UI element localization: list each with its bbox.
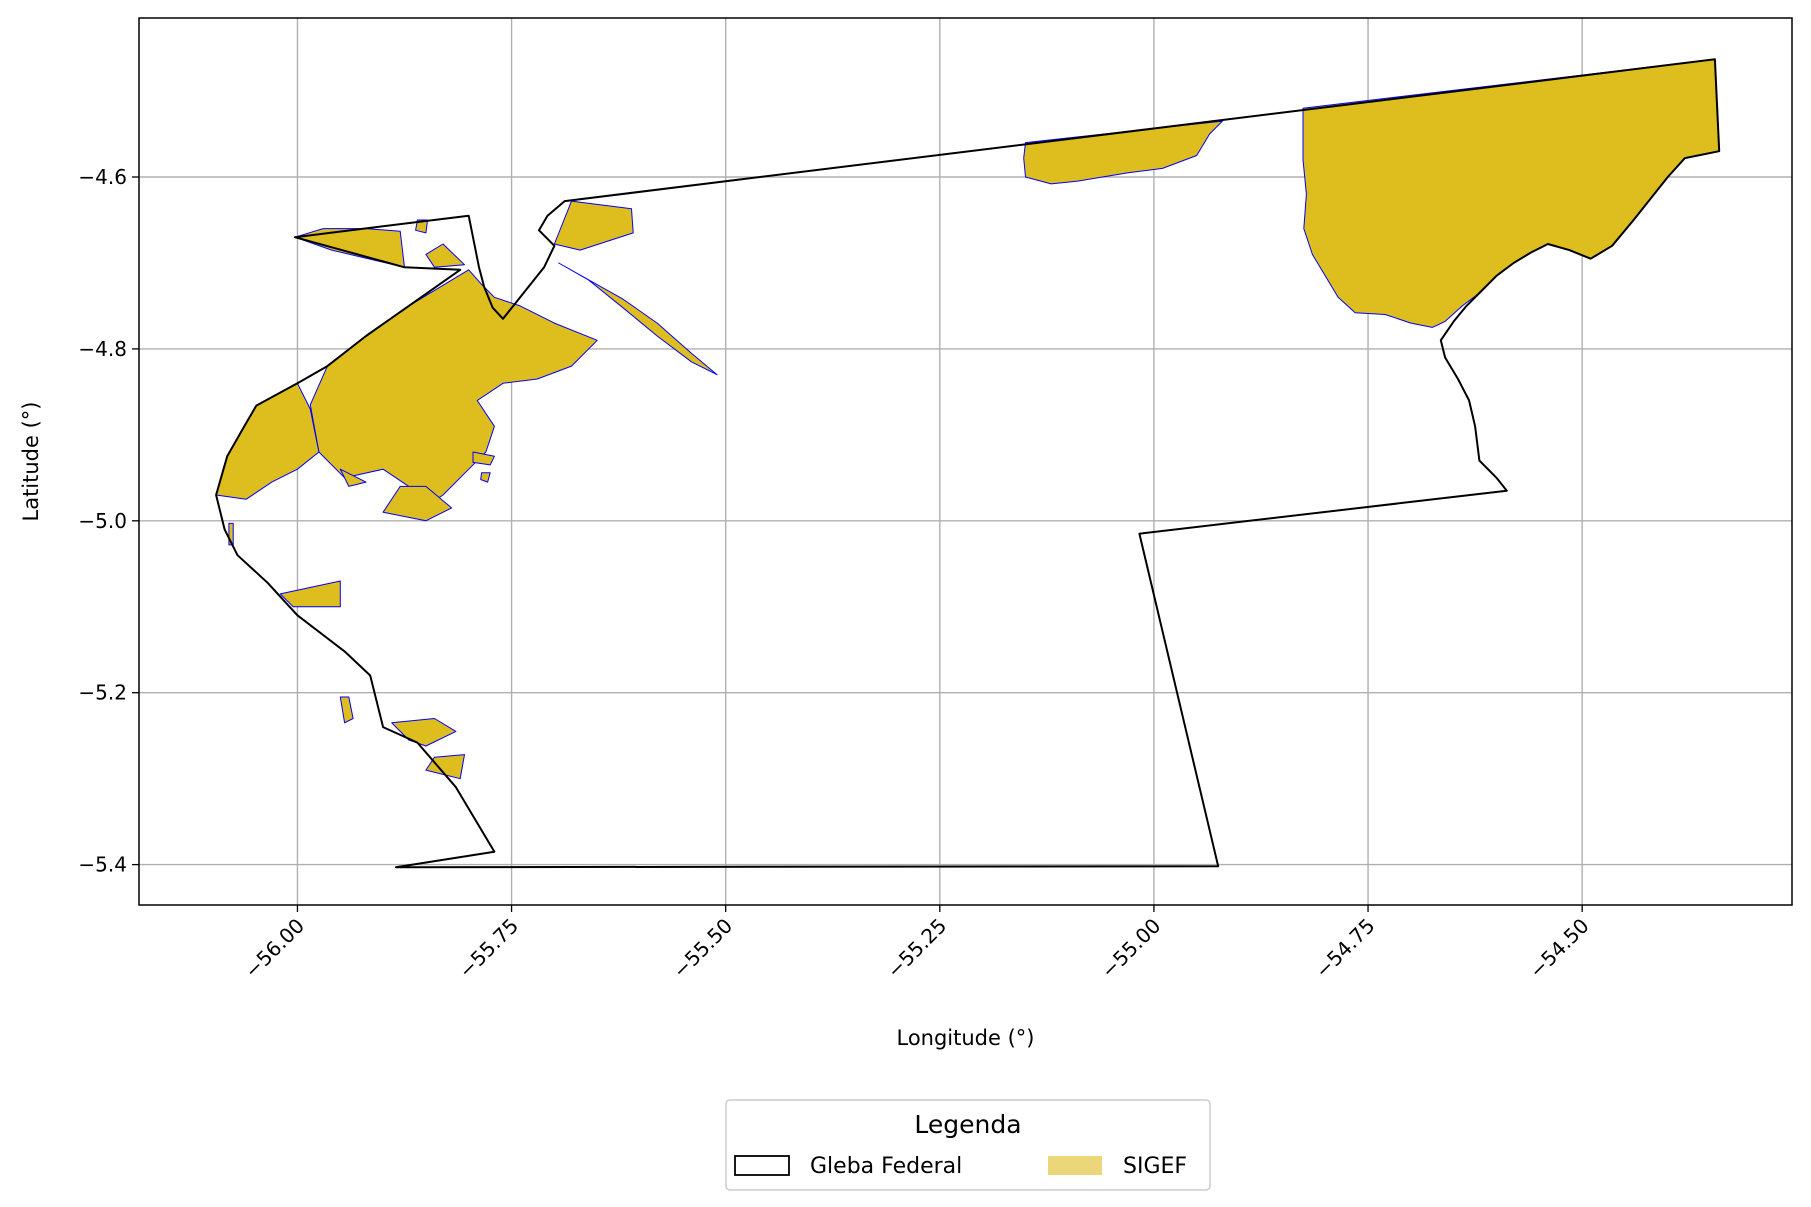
y-tick-label-1: −4.8 bbox=[78, 337, 127, 361]
sigef-parcel-8 bbox=[279, 580, 341, 608]
legend-label-gleba-federal: Gleba Federal bbox=[810, 1154, 962, 1179]
y-axis-label: Latitude (°) bbox=[19, 402, 43, 522]
sigef-parcel-12 bbox=[294, 228, 405, 268]
sigef-parcel-13 bbox=[415, 219, 429, 234]
legend: Legenda Gleba Federal SIGEF bbox=[725, 1099, 1211, 1191]
y-axis: −4.6 −4.8 −5.0 −5.2 −5.4 bbox=[78, 165, 139, 877]
layer-sigef bbox=[215, 58, 1720, 780]
legend-swatch-sigef bbox=[1048, 1156, 1102, 1175]
legend-label-sigef: SIGEF bbox=[1123, 1154, 1187, 1179]
layer-gleba-federal bbox=[215, 58, 1721, 869]
y-tick-label-3: −5.2 bbox=[78, 681, 127, 705]
sigef-parcel-9 bbox=[339, 696, 354, 724]
sigef-parcel-11 bbox=[425, 754, 465, 780]
legend-swatch-gleba-federal bbox=[734, 1155, 790, 1176]
plot-frame bbox=[138, 17, 1793, 906]
legend-title: Legenda bbox=[914, 1110, 1021, 1139]
sigef-parcel-15 bbox=[472, 451, 495, 466]
gleba-federal-boundary-0 bbox=[215, 58, 1721, 869]
sigef-parcel-14 bbox=[425, 243, 465, 268]
x-axis-label: Longitude (°) bbox=[896, 1026, 1034, 1050]
sigef-parcel-6 bbox=[339, 468, 367, 487]
y-tick-label-2: −5.0 bbox=[78, 509, 127, 533]
sigef-parcel-16 bbox=[480, 472, 491, 483]
sigef-parcel-1 bbox=[1023, 120, 1223, 185]
sigef-parcel-3 bbox=[558, 262, 718, 376]
y-tick-label-4: −5.4 bbox=[78, 853, 127, 877]
sigef-parcel-2 bbox=[553, 200, 634, 251]
y-tick-label-0: −4.6 bbox=[78, 165, 127, 189]
map-layers bbox=[215, 58, 1721, 869]
sigef-parcel-7 bbox=[382, 485, 453, 522]
